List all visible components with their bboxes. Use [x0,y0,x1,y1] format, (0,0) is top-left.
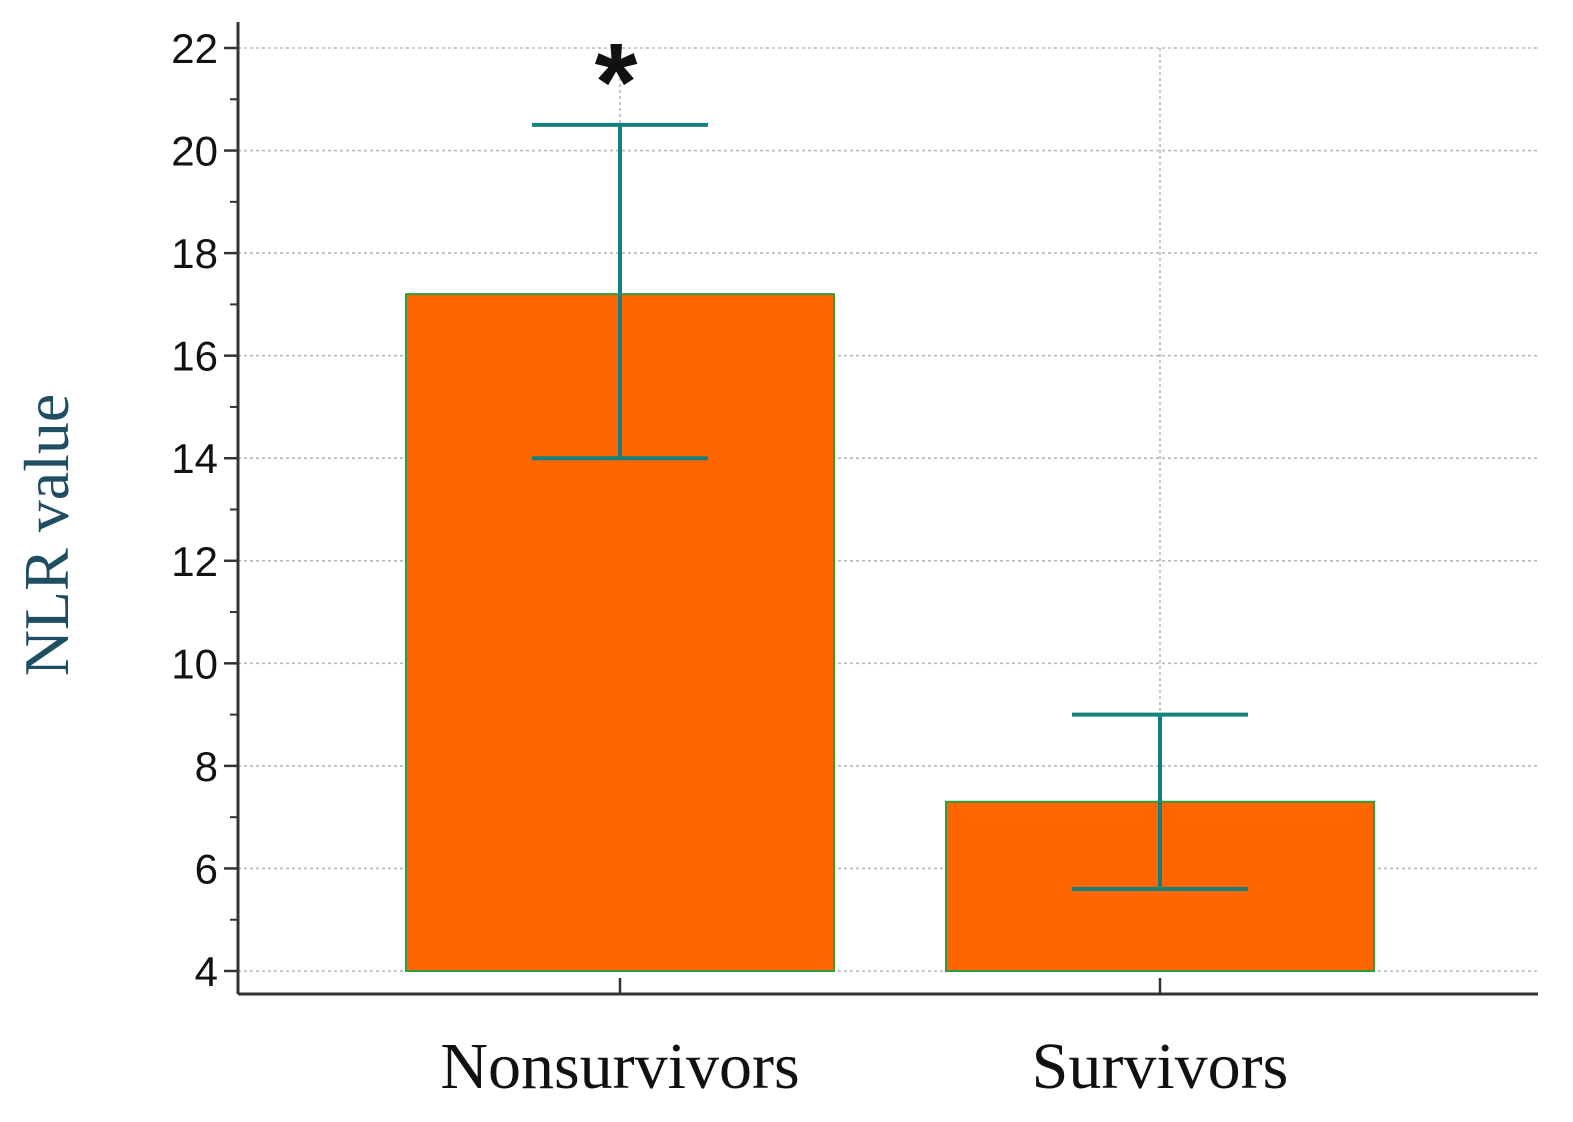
x-category-label: Survivors [1032,1030,1289,1103]
x-category-label: Nonsurvivors [440,1030,799,1103]
y-tick-label: 16 [171,333,218,380]
label-layer: 4 6 8 10 12 14 16 18 20 22 Nonsurvivors Survivors * [171,21,1288,1103]
y-tick-label: 14 [171,435,218,482]
y-tick-label: 20 [171,128,218,175]
y-tick-label: 8 [195,743,218,790]
significance-marker: * [595,21,638,144]
y-tick-label: 10 [171,640,218,687]
y-axis-title: NLR value [11,394,82,677]
axis-layer [224,22,1538,996]
y-tick-label: 4 [195,948,218,995]
y-tick-label: 6 [195,845,218,892]
y-tick-label: 12 [171,538,218,585]
bar-layer [405,122,1375,972]
y-tick-label: 18 [171,230,218,277]
y-tick-label: 22 [171,25,218,72]
